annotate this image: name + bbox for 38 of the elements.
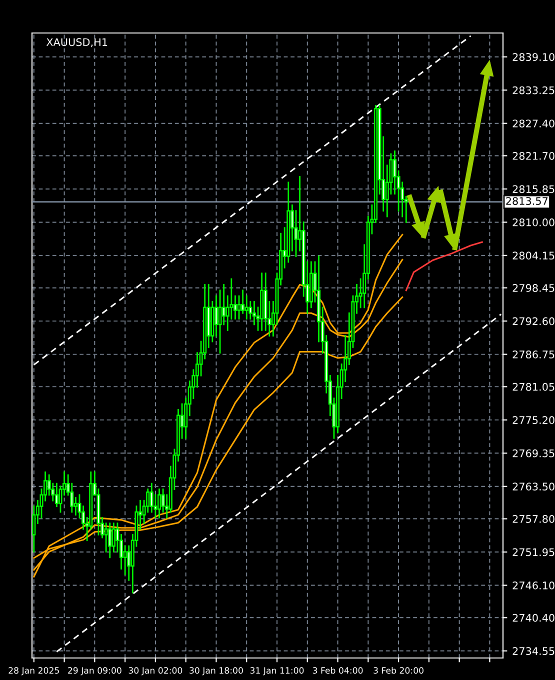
x-tick-label: 3 Feb 20:00	[374, 667, 424, 674]
y-tick-label: 2792.60	[512, 317, 554, 326]
candlestick	[222, 284, 226, 326]
y-tick-label: 2798.45	[512, 284, 554, 292]
x-tick-label: 30 Jan 02:00	[128, 667, 182, 676]
candlestick	[157, 488, 162, 518]
x-tick-label: 3 Feb 04:00	[312, 667, 363, 674]
candlestick	[104, 522, 108, 552]
y-tick-label: 2839.10	[512, 53, 554, 61]
x-tick-label: 29 Jan 09:00	[68, 667, 122, 676]
candlestick	[54, 482, 58, 507]
chart-title: XAUUSD,H1	[46, 38, 108, 48]
y-tick-label: 2740.40	[512, 614, 554, 622]
y-tick-label: 2810.00	[512, 218, 554, 226]
candlestick	[108, 522, 112, 558]
candlestick	[237, 295, 241, 320]
x-tick-label: 31 Jan 11:00	[250, 667, 304, 676]
y-tick-label: 2821.70	[512, 152, 554, 160]
y-tick-label: 2769.35	[512, 449, 554, 458]
line-series	[405, 241, 483, 292]
y-tick-label: 2763.50	[512, 482, 554, 491]
x-tick-label: 30 Jan 18:00	[190, 667, 243, 676]
y-tick-label: 2757.80	[512, 515, 554, 523]
ref-line-label: 2813.57	[506, 197, 548, 205]
y-tick-label: 2827.40	[512, 120, 554, 128]
y-tick-label: 2746.10	[512, 582, 554, 590]
y-tick-label: 2804.15	[512, 252, 554, 260]
candlestick	[214, 295, 218, 337]
y-tick-label: 2815.85	[512, 185, 554, 194]
y-tick-label: 2786.75	[512, 350, 554, 358]
y-tick-label: 2751.95	[512, 548, 554, 556]
y-tick-label: 2833.25	[512, 86, 554, 94]
y-tick-label: 2734.55	[512, 647, 554, 656]
y-tick-label: 2775.20	[512, 416, 554, 424]
x-tick-label: 28 Jan 2025	[8, 667, 59, 676]
candlestick	[112, 522, 116, 552]
y-tick-label: 2781.05	[512, 382, 554, 391]
candlestick	[244, 295, 248, 320]
